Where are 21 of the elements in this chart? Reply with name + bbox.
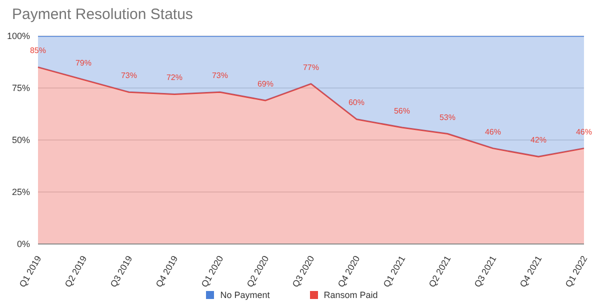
data-label: 69% <box>257 79 274 88</box>
legend-label: Ransom Paid <box>322 290 378 300</box>
data-label: 60% <box>348 98 365 108</box>
data-label: 42% <box>530 136 547 145</box>
y-tick-label: 25% <box>12 187 30 198</box>
y-tick-label: 100% <box>6 31 30 42</box>
data-label: 46% <box>484 127 502 136</box>
data-label: 79% <box>75 58 92 68</box>
data-label: 73% <box>120 71 138 80</box>
y-tick-label: 0% <box>16 239 30 250</box>
data-label: 85% <box>30 46 46 56</box>
data-label: 72% <box>166 73 183 82</box>
legend-label: No Payment <box>219 290 270 300</box>
chart-title: Payment Resolution Status <box>12 6 193 23</box>
data-label: 53% <box>439 112 456 122</box>
y-tick-label: 50% <box>12 135 30 146</box>
data-label: 73% <box>212 71 228 80</box>
data-label: 46% <box>576 127 592 136</box>
y-tick-label: 75% <box>12 83 30 94</box>
data-label: 56% <box>394 106 410 116</box>
data-label: 77% <box>302 62 320 72</box>
